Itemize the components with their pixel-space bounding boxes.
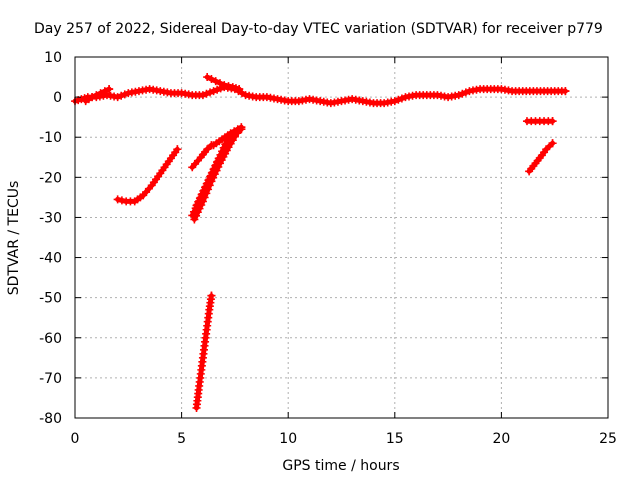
data-point (548, 139, 557, 148)
x-axis-label: GPS time / hours (282, 458, 399, 474)
data-point (105, 85, 114, 94)
data-point (202, 89, 211, 98)
series-track-spike-6h (203, 73, 244, 94)
data-point (200, 186, 209, 195)
y-tick-label: -30 (39, 210, 62, 226)
data-point (220, 81, 229, 90)
data-point (96, 89, 105, 98)
data-point (205, 175, 214, 184)
data-point (394, 95, 403, 104)
chart-title: Day 257 of 2022, Sidereal Day-to-day VTE… (34, 21, 603, 37)
series-track-2-5h (113, 145, 182, 206)
data-point (213, 85, 222, 94)
data-point (100, 87, 109, 96)
x-tick-label: 0 (71, 431, 80, 447)
data-point (212, 160, 221, 169)
data-point (189, 207, 198, 216)
data-point (397, 94, 406, 103)
y-axis: 10 0 -10 -20 -30 -40 -50 -60 -70 -80 (39, 50, 608, 427)
data-point (88, 93, 97, 102)
data-point (224, 82, 233, 91)
series-track-21-5h-b (525, 139, 557, 176)
data-point (190, 215, 199, 224)
y-tick-label: -10 (39, 130, 62, 146)
y-tick-label: -20 (39, 170, 62, 186)
x-tick-label: 20 (492, 431, 510, 447)
data-point (198, 91, 207, 100)
plot-frame (74, 56, 609, 419)
data-point (390, 97, 399, 106)
data-point (458, 89, 467, 98)
data-point (207, 171, 216, 180)
x-tick-label: 15 (386, 431, 404, 447)
y-tick-label: -50 (39, 291, 62, 307)
data-point (92, 91, 101, 100)
x-tick-label: 10 (279, 431, 297, 447)
data-point (237, 123, 246, 132)
data-point (191, 204, 200, 213)
x-tick-label: 25 (599, 431, 617, 447)
data-point (454, 91, 463, 100)
data-point (211, 77, 220, 86)
y-tick-label: -40 (39, 251, 62, 267)
data-point (548, 117, 557, 126)
y-tick-label: -80 (39, 411, 62, 427)
data-point (188, 211, 197, 220)
x-axis: 0 5 10 15 20 25 (71, 57, 617, 447)
data-point (461, 88, 470, 97)
data-point (117, 196, 126, 205)
data-point (193, 200, 202, 209)
data-point (201, 182, 210, 191)
data-point (207, 75, 216, 84)
data-point (210, 164, 219, 173)
data-point (113, 93, 122, 102)
data-point (198, 189, 207, 198)
y-tick-label: 10 (44, 50, 62, 66)
series-track-21-5h-a (522, 117, 557, 126)
data-point (203, 178, 212, 187)
data-point (120, 90, 129, 99)
data-point (209, 87, 218, 96)
data-point (203, 73, 212, 82)
data-point (117, 91, 126, 100)
data-point (207, 291, 216, 300)
data-point (235, 85, 244, 94)
series-line (115, 146, 180, 204)
y-tick-label: -70 (39, 371, 62, 387)
data-point (208, 168, 217, 177)
series-line (211, 124, 244, 148)
data-point (173, 145, 182, 154)
data-point (196, 193, 205, 202)
y-tick-label: -60 (39, 331, 62, 347)
grid (75, 57, 608, 418)
series-track-spike-0-5h (81, 85, 114, 106)
data-point (113, 195, 122, 204)
y-tick-label: 0 (53, 90, 62, 106)
data-marks (71, 73, 570, 412)
x-tick-label: 5 (177, 431, 186, 447)
y-axis-label: SDTVAR / TECUs (6, 181, 22, 296)
series-track-steep (192, 291, 216, 412)
data-point (203, 145, 212, 154)
data-point (215, 79, 224, 88)
data-point (206, 88, 215, 97)
series-track-main (71, 83, 570, 108)
data-point (195, 196, 204, 205)
series-track-6-5h-e (209, 123, 246, 150)
data-point (561, 87, 570, 96)
series-line (189, 142, 214, 170)
